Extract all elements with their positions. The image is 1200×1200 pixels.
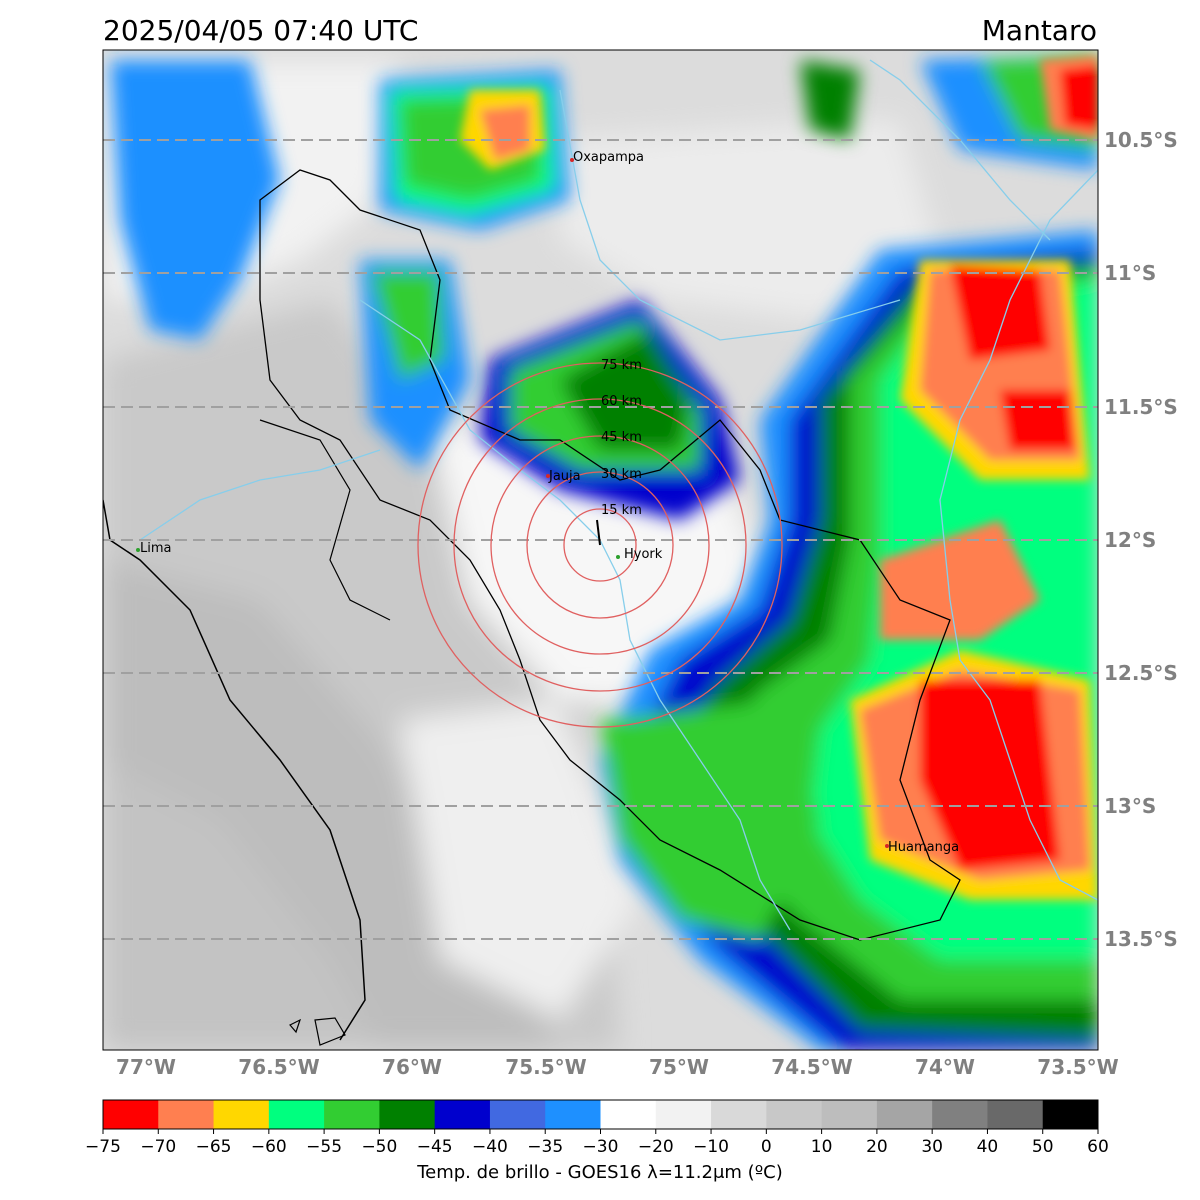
map-title-region: Mantaro	[981, 14, 1097, 47]
place-marker	[136, 548, 140, 552]
lon-label: 77°W	[116, 1055, 176, 1079]
ring-label: 60 km	[601, 394, 642, 409]
colorbar-swatch	[987, 1100, 1044, 1129]
lat-gridlines	[103, 139, 1098, 940]
ring-label: 75 km	[601, 358, 642, 373]
colorbar-swatch	[213, 1100, 270, 1129]
colorbar-swatch	[489, 1100, 546, 1129]
colorbar-tick-label: −75	[85, 1137, 121, 1157]
ring-label: 30 km	[601, 467, 642, 482]
colorbar-swatch	[600, 1100, 657, 1129]
place-label: Jauja	[548, 469, 581, 484]
range-ring	[563, 508, 637, 582]
map-frame	[102, 49, 1099, 1051]
colorbar-swatch	[379, 1100, 436, 1129]
colorbar-swatch	[821, 1100, 878, 1129]
colorbar-swatch	[103, 1100, 159, 1129]
colorbar-tick-label: 40	[977, 1137, 999, 1157]
place-marker	[546, 474, 550, 478]
range-ring	[417, 362, 783, 728]
place-label: Hyork	[624, 547, 663, 562]
colorbar-tick-label: 50	[1032, 1137, 1054, 1157]
colorbar-tick-label: −70	[140, 1137, 176, 1157]
place-markers: Oxapampa Jauja Hyork Lima Huamanga	[136, 150, 959, 855]
ring-label: 15 km	[601, 503, 642, 518]
lon-label: 74.5°W	[771, 1055, 852, 1079]
colorbar-tick-label: −55	[306, 1137, 342, 1157]
colorbar-tick-label: 20	[866, 1137, 888, 1157]
place-label: Oxapampa	[573, 150, 644, 165]
place-label: Lima	[140, 541, 171, 556]
colorbar-tick-label: −35	[527, 1137, 563, 1157]
rivers	[139, 59, 1098, 931]
lat-label: 12°S	[1104, 528, 1156, 552]
colorbar-tick-label: −40	[472, 1137, 508, 1157]
colorbar-tick-label: −30	[583, 1137, 619, 1157]
colorbar-tick-label: −45	[417, 1137, 453, 1157]
ring-label: 45 km	[601, 430, 642, 445]
colorbar-tick-label: −50	[361, 1137, 397, 1157]
colorbar-swatch	[766, 1100, 823, 1129]
colorbar-label: Temp. de brillo - GOES16 λ=11.2μm (ºC)	[417, 1162, 783, 1183]
radar-beam-line	[596, 519, 601, 546]
colorbar-tick-label: −20	[638, 1137, 674, 1157]
range-rings	[417, 362, 783, 728]
colorbar-tick-label: 10	[811, 1137, 833, 1157]
lon-label: 75.5°W	[505, 1055, 586, 1079]
colorbar-swatch	[158, 1100, 215, 1129]
colorbar-tick-label: 0	[761, 1137, 772, 1157]
colorbar-tick-label: 30	[921, 1137, 943, 1157]
lat-label: 10.5°S	[1104, 128, 1178, 152]
place-marker	[570, 158, 574, 162]
colorbar-swatch	[434, 1100, 491, 1129]
lat-label: 13°S	[1104, 794, 1156, 818]
colorbar-tick-label: 60	[1087, 1137, 1109, 1157]
lon-label: 76.5°W	[238, 1055, 319, 1079]
lat-label: 11.5°S	[1104, 395, 1178, 419]
colorbar-swatch	[655, 1100, 712, 1129]
colorbar-swatch	[1042, 1100, 1099, 1129]
lat-label: 12.5°S	[1104, 661, 1178, 685]
colorbar-swatch	[268, 1100, 325, 1129]
map-title-datetime: 2025/04/05 07:40 UTC	[103, 14, 419, 47]
colorbar-tick-label: −60	[251, 1137, 287, 1157]
colorbar-swatch	[324, 1100, 380, 1129]
place-marker	[616, 555, 620, 559]
colorbar-swatch	[876, 1100, 933, 1129]
lat-label: 11°S	[1104, 261, 1156, 285]
range-ring	[490, 435, 710, 655]
place-label: Huamanga	[888, 840, 959, 855]
colorbar: −75 −70 −65 −60 −55 −50 −45 −40 −35 −30 −20 −10 0 10 2…	[85, 1099, 1109, 1157]
colorbar-swatch	[711, 1100, 767, 1129]
lon-label: 75°W	[649, 1055, 709, 1079]
colorbar-swatch	[545, 1100, 601, 1129]
lat-label: 13.5°S	[1104, 927, 1178, 951]
range-ring	[453, 398, 747, 692]
range-ring	[526, 471, 674, 619]
satellite-imagery	[103, 50, 1098, 1050]
colorbar-tick-label: −65	[196, 1137, 232, 1157]
colorbar-swatch	[932, 1100, 988, 1129]
colorbar-tick-label: −10	[693, 1137, 729, 1157]
lat-labels: 10.5°S 11°S 11.5°S 12°S 12.5°S 13°S 13.5…	[1104, 128, 1178, 951]
lon-label: 73.5°W	[1037, 1055, 1118, 1079]
lon-label: 74°W	[915, 1055, 975, 1079]
place-marker	[885, 844, 889, 848]
lon-label: 76°W	[382, 1055, 442, 1079]
lon-labels: 77°W 76.5°W 76°W 75.5°W 75°W 74.5°W 74°W…	[116, 1055, 1119, 1079]
